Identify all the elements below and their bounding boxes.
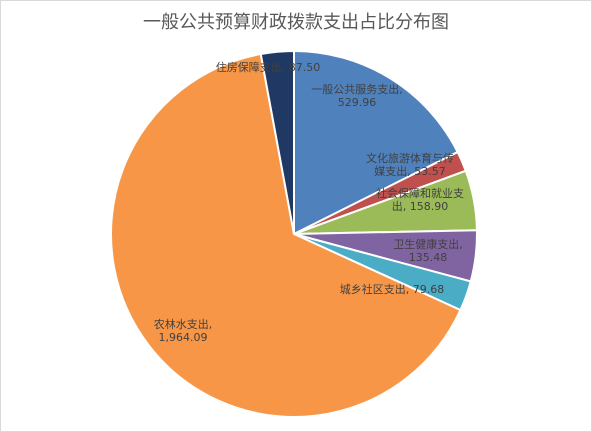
pie-slice-general-public-services	[293, 49, 459, 236]
data-label-culture-tourism-sports-media: 文化旅游体育与传媒支出, 53.57	[366, 151, 454, 178]
pie-slice-agriculture-forestry-water	[110, 52, 462, 418]
data-label-housing-security: 住房保障支出, 87.50	[216, 60, 320, 74]
chart-title: 一般公共预算财政拨款支出占比分布图	[143, 12, 449, 33]
data-label-urban-rural-community: 城乡社区支出, 79.68	[340, 282, 444, 296]
pie-slice-housing-security	[259, 49, 295, 235]
data-label-health: 卫生健康支出, 135.48	[393, 237, 463, 264]
data-label-agriculture-forestry-water: 农林水支出, 1,964.09	[154, 317, 213, 344]
data-label-social-security-employment: 社会保障和就业支出, 158.90	[376, 186, 464, 213]
data-label-general-public-services: 一般公共服务支出, 529.96	[311, 82, 403, 109]
